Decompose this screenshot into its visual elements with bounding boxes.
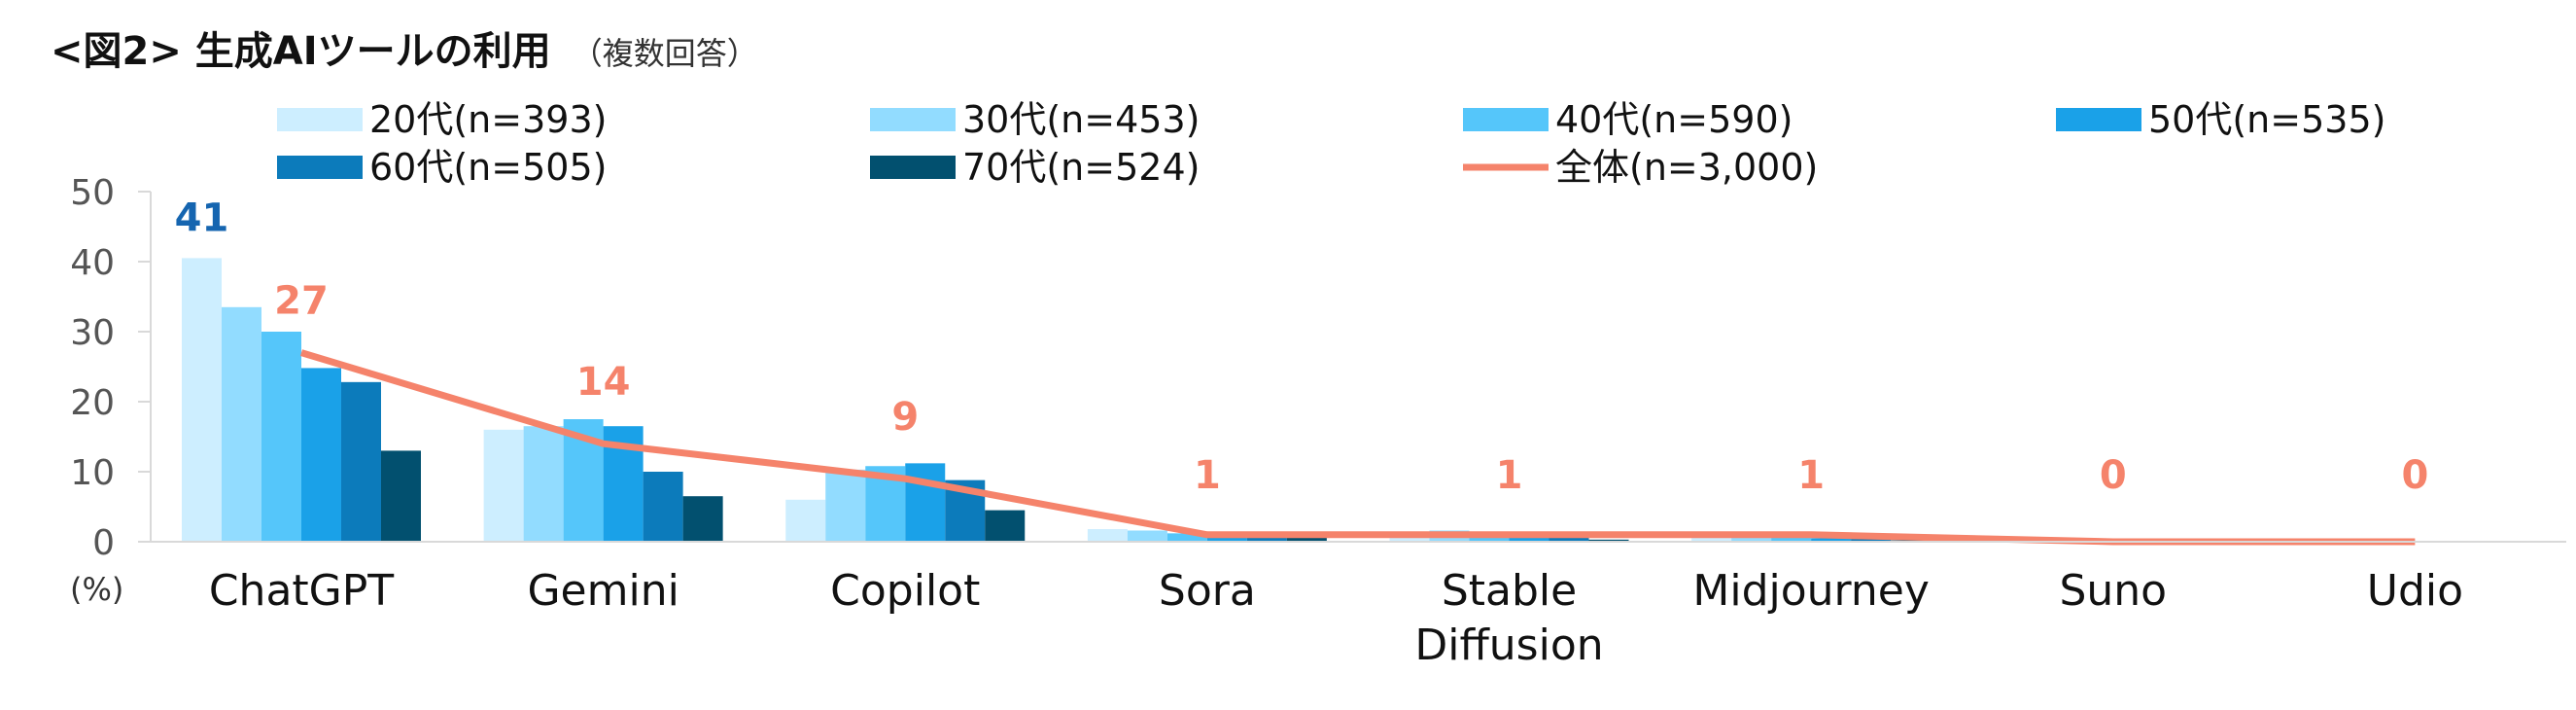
legend-label: 40代(n=590): [1555, 98, 1793, 141]
bar: [1811, 538, 1852, 542]
data-label: 41: [175, 195, 229, 240]
bar: [1166, 533, 1207, 542]
legend-swatch: [277, 108, 363, 131]
x-axis: ChatGPT Gemini Copilot Sora Stable Diffusion M…: [151, 541, 2566, 670]
bar: [643, 472, 683, 542]
x-category-label: Copilot: [830, 566, 980, 616]
bar: [1549, 537, 1589, 542]
bar: [1771, 537, 1812, 542]
bar: [301, 368, 341, 542]
x-category-label: Midjourney: [1692, 566, 1929, 616]
bar: [825, 469, 866, 542]
legend-label: 70代(n=524): [962, 146, 1200, 189]
bar: [261, 332, 301, 542]
x-category-label: Sora: [1159, 566, 1256, 616]
bar: [222, 306, 261, 542]
data-label: 1: [1194, 453, 1221, 498]
data-labels: 41 27 14 9 1 1 1 0 0: [175, 195, 2429, 498]
x-category-label: Gemini: [527, 566, 679, 616]
bar: [682, 496, 723, 542]
legend-label: 60代(n=505): [369, 146, 607, 189]
bar-series-group: [182, 258, 2535, 542]
legend-swatch: [277, 156, 363, 179]
y-axis: 0 10 20 30 40 50 (%): [70, 173, 152, 608]
legend-label: 全体(n=3,000): [1555, 146, 1818, 189]
legend-swatch: [870, 156, 956, 179]
y-tick-label: 20: [70, 383, 115, 423]
overall-line: [299, 349, 2416, 546]
bar: [1731, 537, 1772, 542]
legend-label: 20代(n=393): [369, 98, 607, 141]
bar: [523, 426, 564, 542]
legend-swatch: [870, 108, 956, 131]
bar: [381, 450, 421, 542]
bar: [1509, 535, 1549, 542]
bar: [905, 463, 946, 542]
legend-swatch: [2056, 108, 2141, 131]
data-label: 27: [274, 279, 329, 324]
data-label: 0: [2401, 453, 2428, 498]
y-tick-label: 0: [92, 523, 115, 563]
bar: [1127, 530, 1167, 542]
data-label: 1: [1496, 453, 1523, 498]
chart-title-row: <図2> 生成AIツールの利用 （複数回答）: [51, 19, 758, 76]
data-label: 9: [891, 395, 919, 440]
bar: [1691, 537, 1732, 542]
y-tick-label: 50: [70, 173, 115, 213]
bar: [1469, 534, 1510, 542]
x-category-label: ChatGPT: [209, 566, 394, 616]
bar: [182, 258, 222, 542]
x-category-label: Stable Diffusion: [1414, 566, 1603, 670]
legend: 20代(n=393) 30代(n=453) 40代(n=590) 50代(n=535)…: [277, 98, 2385, 189]
y-tick-label: 30: [70, 313, 115, 353]
y-unit-label: (%): [70, 571, 123, 608]
x-category-label: Suno: [2059, 566, 2167, 616]
bar: [785, 499, 826, 542]
bar: [1246, 534, 1287, 542]
data-label: 0: [2100, 453, 2127, 498]
bar: [483, 429, 524, 542]
x-category-label: Udio: [2367, 566, 2463, 616]
bar: [1286, 537, 1327, 542]
bar: [341, 381, 381, 542]
legend-label: 50代(n=535): [2148, 98, 2385, 141]
y-tick-label: 40: [70, 243, 115, 283]
overall-line-layer: [299, 349, 2416, 546]
legend-swatch: [1463, 108, 1549, 131]
bar: [985, 510, 1026, 542]
y-tick-label: 10: [70, 453, 115, 493]
bar: [1851, 539, 1892, 542]
data-label: 1: [1797, 453, 1825, 498]
bar: [1087, 529, 1128, 542]
legend-label: 30代(n=453): [962, 98, 1200, 141]
chart-subtitle: （複数回答）: [571, 35, 758, 72]
chart-title: <図2> 生成AIツールの利用: [51, 29, 551, 74]
bar: [1588, 539, 1629, 542]
data-label: 14: [576, 360, 631, 405]
